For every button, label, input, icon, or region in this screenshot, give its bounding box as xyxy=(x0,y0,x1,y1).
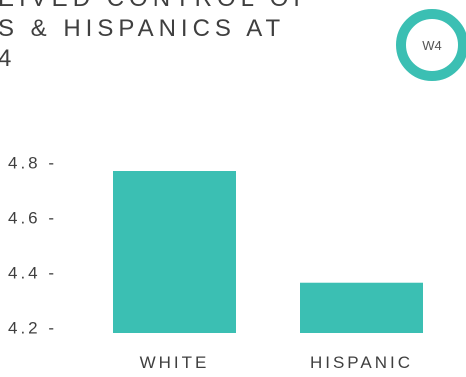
bar-white xyxy=(113,171,236,333)
y-tick-label: 4.4 - xyxy=(8,263,57,282)
y-tick-label: 4.6 - xyxy=(8,208,57,227)
title-line-2: S & HISPANICS AT xyxy=(0,15,286,42)
wave-badge-label: W4 xyxy=(422,37,442,53)
title-line-3: 4 xyxy=(0,45,17,72)
x-category-label: HISPANIC xyxy=(310,353,413,372)
chart-title: EIVED CONTROL OF S & HISPANICS AT 4 xyxy=(0,0,313,74)
y-tick-label: 4.8 - xyxy=(8,153,57,172)
wave-badge: W4 xyxy=(396,9,466,81)
y-tick-label: 4.2 - xyxy=(8,318,57,337)
bar-hispanic xyxy=(300,282,423,333)
x-category-label: WHITE xyxy=(140,353,210,372)
title-line-1: EIVED CONTROL OF xyxy=(0,0,313,14)
